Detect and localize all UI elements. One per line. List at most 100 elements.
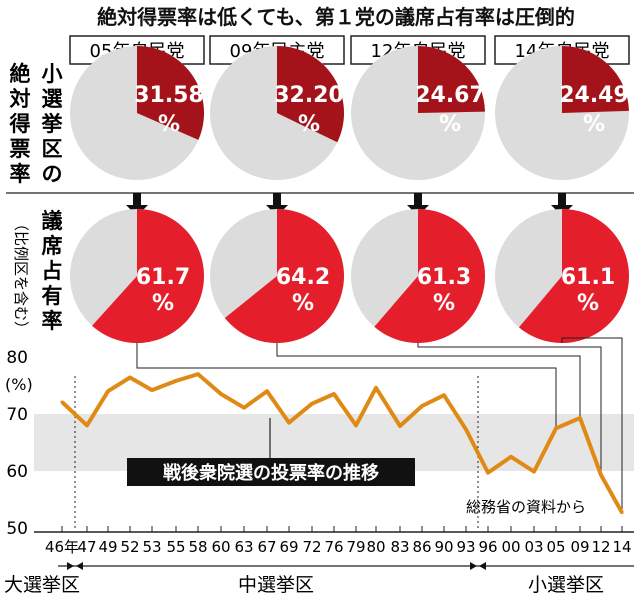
seat-share-value: 64.2 <box>276 265 330 290</box>
election-column: 14年自民党24.49%61.1% <box>494 35 630 344</box>
row1-label-char: の <box>42 162 63 186</box>
connector-line <box>276 343 581 418</box>
percent-sign: % <box>298 112 320 137</box>
era-arrow <box>479 562 486 570</box>
x-tick-label: 79 <box>346 538 365 556</box>
x-tick-label: 53 <box>142 538 161 556</box>
election-column: 12年自民党24.67%61.3% <box>350 35 486 344</box>
row2-label-char: 議 <box>42 209 63 233</box>
data-point <box>85 423 89 427</box>
data-point <box>464 427 468 431</box>
percent-sign: % <box>292 291 314 316</box>
x-tick-label: 83 <box>390 538 409 556</box>
data-point <box>578 416 582 420</box>
seat-share-value: 61.7 <box>136 265 190 290</box>
x-tick-label: 12 <box>591 538 610 556</box>
x-tick-label: 80 <box>366 538 385 556</box>
data-point <box>599 473 603 477</box>
x-tick-label: 52 <box>120 538 139 556</box>
x-tick-label: 69 <box>279 538 298 556</box>
x-tick-label: 90 <box>434 538 453 556</box>
y-axis-label: (%) <box>5 375 33 394</box>
connector-line <box>417 343 602 475</box>
seat-share-value: 61.1 <box>561 265 615 290</box>
data-point <box>486 471 490 475</box>
election-column: 09年民主党32.20%64.2% <box>209 35 345 343</box>
source-note: 総務省の資料から <box>466 498 586 516</box>
chart-title-box <box>127 458 415 486</box>
election-column: 05年自民党31.58%61.7% <box>69 35 205 344</box>
data-point <box>242 406 246 410</box>
y-tick-label: 80 <box>6 348 28 368</box>
row1-label-char: 対 <box>10 87 31 111</box>
x-tick-label: 03 <box>524 538 543 556</box>
row1-label-char: 得 <box>9 112 31 136</box>
row2-label: 議席占有率 （比例区を含む） <box>12 209 63 336</box>
pie-slice-absolute-vote-rate <box>137 46 205 140</box>
y-tick-label: 50 <box>6 519 28 539</box>
era-label: 小選挙区 <box>528 574 604 596</box>
percent-sign: % <box>152 291 174 316</box>
percent-sign: % <box>439 112 461 137</box>
pie-slice-seat-share <box>92 209 204 344</box>
data-point <box>509 455 513 459</box>
data-point <box>398 424 402 428</box>
row1-label-char: 区 <box>42 137 63 161</box>
x-tick-label: 46年 <box>45 538 79 556</box>
x-tick-label: 76 <box>324 538 343 556</box>
row1-label-char: 小 <box>42 62 63 86</box>
x-tick-label: 67 <box>257 538 276 556</box>
absolute-vote-rate-value: 32.20 <box>274 83 344 108</box>
x-tick-label: 93 <box>456 538 475 556</box>
pie-slice-seat-share <box>224 209 344 343</box>
data-point <box>219 392 223 396</box>
data-point <box>332 392 336 396</box>
x-tick-label: 00 <box>501 538 520 556</box>
y-tick-label: 70 <box>6 405 28 425</box>
data-point <box>374 386 378 390</box>
x-tick-label: 60 <box>211 538 230 556</box>
chart-title: 戦後衆院選の投票率の推移 <box>163 462 379 484</box>
data-point <box>310 402 314 406</box>
x-tick-label: 05 <box>546 538 565 556</box>
row1-label-char: 選 <box>42 87 63 111</box>
row1-label-char: 絶 <box>10 62 31 86</box>
x-tick-label: 58 <box>188 538 207 556</box>
x-tick-label: 86 <box>412 538 431 556</box>
x-tick-label: 63 <box>234 538 253 556</box>
x-tick-label: 14 <box>612 538 631 556</box>
percent-sign: % <box>433 291 455 316</box>
absolute-vote-rate-value: 24.49 <box>559 83 629 108</box>
seat-share-value: 61.3 <box>417 265 471 290</box>
data-point <box>265 389 269 393</box>
row2-label-note: （比例区を含む） <box>12 216 30 336</box>
data-point <box>420 404 424 408</box>
era-arrow <box>470 562 477 570</box>
data-point <box>442 393 446 397</box>
arrow-shaft <box>414 193 422 207</box>
x-tick-label: 55 <box>166 538 185 556</box>
row1-label-char: 率 <box>10 162 31 186</box>
pie-slice-absolute-vote-rate <box>562 46 629 113</box>
y-tick-label: 60 <box>6 462 28 482</box>
era-arrow <box>76 562 83 570</box>
row1-label-char: 票 <box>10 137 31 161</box>
row1-label-char: 挙 <box>41 112 64 136</box>
arrow-shaft <box>558 193 566 207</box>
era-arrow <box>67 562 74 570</box>
data-point <box>174 379 178 383</box>
data-point <box>106 389 110 393</box>
x-tick-label: 96 <box>478 538 497 556</box>
absolute-vote-rate-value: 24.67 <box>415 83 485 108</box>
x-tick-label: 49 <box>98 538 117 556</box>
row2-label-char: 席 <box>42 234 63 258</box>
row2-label-char: 占 <box>42 259 63 283</box>
pie-slice-seat-share <box>374 209 486 344</box>
era-label: 大選挙区 <box>4 574 80 596</box>
pie-slice-absolute-vote-rate <box>418 46 485 113</box>
pie-slice-seat-share <box>518 209 629 344</box>
absolute-vote-rate-value: 31.58 <box>134 83 204 108</box>
page-title: 絶対得票率は低くても、第１党の議席占有率は圧倒的 <box>97 5 575 29</box>
